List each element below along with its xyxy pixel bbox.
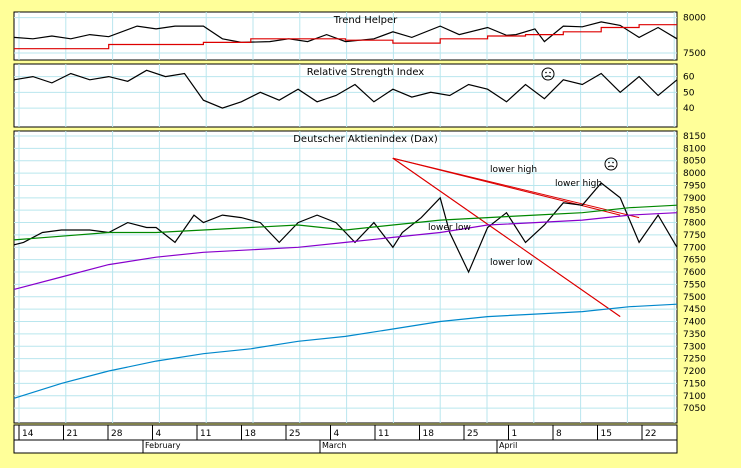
series-line-2-1 xyxy=(13,69,678,109)
frown-face-icon xyxy=(545,71,547,74)
frown-face-icon xyxy=(544,75,552,78)
annotation-1: lower high xyxy=(490,165,537,175)
y-tick-label: 8100 xyxy=(683,144,706,154)
y-tick-label: 7750 xyxy=(683,231,706,241)
y-tick-label: 7500 xyxy=(683,49,706,59)
frown-face-icon xyxy=(604,157,618,171)
y-tick-label: 7850 xyxy=(683,206,706,216)
y-tick-label: 8000 xyxy=(683,169,706,179)
x-tick-label: 4 xyxy=(156,429,162,439)
series-line-1-2 xyxy=(14,24,677,50)
frown-face-icon xyxy=(549,71,551,74)
x-tick-label: 15 xyxy=(601,429,612,439)
y-tick-label: 7800 xyxy=(683,219,706,229)
annotation-4: lower low xyxy=(490,258,533,268)
month-label: April xyxy=(499,441,517,450)
x-tick-label: 21 xyxy=(67,429,78,439)
x-tick-label: 1 xyxy=(512,429,518,439)
y-tick-label: 8050 xyxy=(683,157,706,167)
x-tick-label: 18 xyxy=(245,429,257,439)
y-tick-label: 7700 xyxy=(683,243,706,253)
x-tick-label: 28 xyxy=(111,429,123,439)
y-tick-label: 7200 xyxy=(683,367,706,377)
y-tick-label: 7100 xyxy=(683,392,706,402)
panel-title-2: Relative Strength Index xyxy=(307,67,425,78)
y-tick-label: 7400 xyxy=(683,318,706,328)
x-tick-label: 25 xyxy=(289,429,300,439)
x-tick-label: 18 xyxy=(423,429,435,439)
panel-1-area xyxy=(13,11,678,61)
x-tick-label: 11 xyxy=(378,429,389,439)
y-tick-label: 7350 xyxy=(683,330,706,340)
frown-face-icon xyxy=(608,161,610,164)
x-tick-label: 25 xyxy=(467,429,478,439)
frown-face-icon xyxy=(612,161,614,164)
y-tick-label: 7150 xyxy=(683,379,706,389)
series-line-3-1 xyxy=(13,182,678,274)
series-line-3-2 xyxy=(13,204,678,241)
y-tick-label: 7650 xyxy=(683,256,706,266)
y-tick-label: 7300 xyxy=(683,342,706,352)
y-tick-label: 7250 xyxy=(683,355,706,365)
x-tick-label: 22 xyxy=(645,429,656,439)
x-tick-label: 4 xyxy=(334,429,340,439)
y-tick-label: 8000 xyxy=(683,14,706,24)
y-tick-label: 7050 xyxy=(683,404,706,414)
y-tick-label: 7450 xyxy=(683,305,706,315)
panel-3-area xyxy=(13,130,678,424)
y-tick-label: 7550 xyxy=(683,280,706,290)
month-label: February xyxy=(145,441,181,450)
y-tick-label: 7500 xyxy=(683,293,706,303)
frown-face-icon xyxy=(541,67,555,81)
y-tick-label: 7600 xyxy=(683,268,706,278)
y-tick-label: 50 xyxy=(683,88,695,98)
series-line-3-4 xyxy=(13,303,678,399)
y-tick-label: 7900 xyxy=(683,194,706,204)
date-axis xyxy=(13,424,678,454)
frown-face-icon xyxy=(607,165,615,168)
panel-2-area xyxy=(13,63,678,128)
month-label: March xyxy=(322,441,346,450)
y-tick-label: 7950 xyxy=(683,181,706,191)
series-line-3-3 xyxy=(13,212,678,290)
panel-title-3: Deutscher Aktienindex (Dax) xyxy=(293,134,438,145)
panel-title-1: Trend Helper xyxy=(333,15,398,26)
trend-line-down-4 xyxy=(392,157,621,318)
y-tick-label: 60 xyxy=(683,73,695,83)
annotation-2: lower high xyxy=(555,179,602,189)
annotation-3: lower low xyxy=(428,223,471,233)
y-tick-label: 40 xyxy=(683,104,695,114)
y-tick-label: 8150 xyxy=(683,132,706,142)
x-tick-label: 8 xyxy=(556,429,562,439)
x-tick-label: 11 xyxy=(200,429,211,439)
x-tick-label: 14 xyxy=(22,429,34,439)
